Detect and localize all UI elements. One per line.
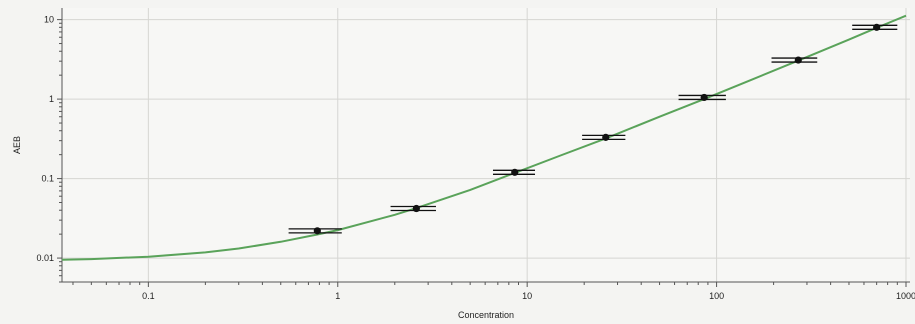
x-tick-label-0: 0.1: [142, 291, 155, 301]
y-axis-title: AEB: [12, 136, 22, 154]
data-point-1: [390, 204, 436, 213]
fit-curve: [61, 14, 907, 261]
axes: [57, 8, 910, 287]
data-point-5: [771, 56, 818, 64]
data-point-2: [492, 168, 536, 176]
point-marker: [873, 23, 881, 31]
data-point-4: [678, 93, 726, 102]
data-point-6: [852, 23, 898, 31]
x-axis-title: Concentration: [458, 310, 514, 320]
point-marker: [412, 204, 420, 213]
y-tick-label-0: 0.01: [36, 253, 54, 263]
data-point-0: [288, 227, 342, 235]
data-points: [288, 23, 898, 235]
x-tick-label-3: 100: [709, 291, 724, 301]
fit-line: [61, 14, 907, 261]
x-tick-label-1: 1: [335, 291, 340, 301]
y-tick-label-1: 0.1: [41, 174, 54, 184]
tick-labels: 0.1 1 10 100 1000 0.01 0.1 1 10: [36, 15, 915, 301]
point-marker: [700, 93, 708, 102]
point-marker: [511, 168, 519, 176]
x-tick-label-2: 10: [522, 291, 532, 301]
grid: [62, 8, 910, 282]
x-tick-label-4: 1000: [896, 291, 915, 301]
y-tick-label-3: 10: [44, 15, 54, 25]
point-marker: [602, 133, 610, 141]
data-point-3: [582, 133, 626, 141]
y-tick-label-2: 1: [49, 94, 54, 104]
point-marker: [313, 227, 321, 235]
plot-area: [62, 8, 910, 282]
point-marker: [794, 56, 802, 64]
